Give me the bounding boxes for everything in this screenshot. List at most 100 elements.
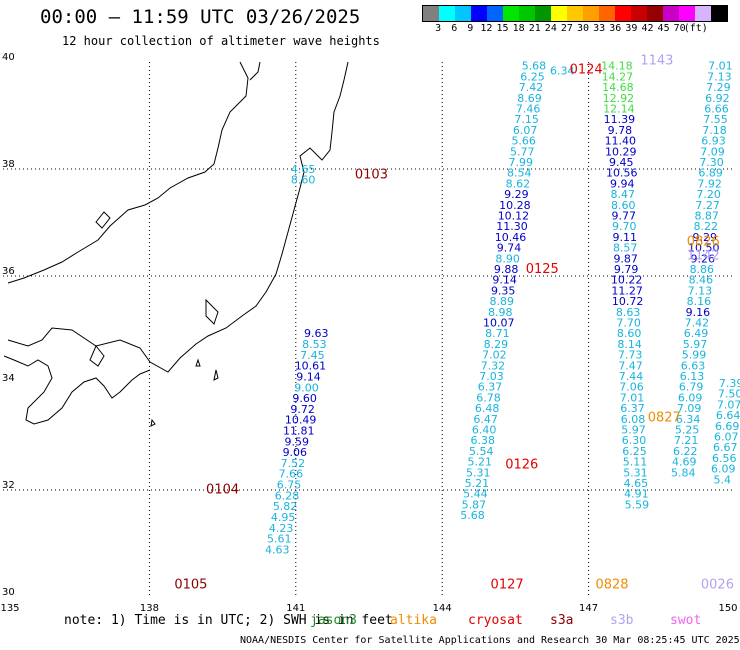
legend-swatch	[583, 6, 599, 21]
wave-height-value: 7.01	[620, 391, 645, 404]
legend-tick-label: 6	[451, 23, 458, 34]
satellite-legend-altika: altika	[390, 613, 437, 628]
wave-height-value: 9.11	[612, 231, 637, 244]
legend-tick-label: 42	[641, 23, 654, 34]
legend-swatch	[647, 6, 663, 21]
wave-height-value: 5.82	[273, 500, 298, 513]
latitude-label: 34	[2, 373, 15, 384]
wave-height-value: 5.25	[675, 424, 700, 437]
wave-height-value: 12.14	[603, 103, 635, 116]
wave-height-value: 9.63	[304, 327, 329, 340]
satellite-legend-s3a: s3a	[550, 613, 574, 628]
wave-height-value: 5.66	[511, 135, 536, 148]
wave-height-value: 7.92	[697, 177, 722, 190]
wave-height-value: 7.13	[688, 284, 713, 297]
wave-height-value: 10.49	[285, 414, 317, 427]
latitude-labels: 40 38 36 34 32 30	[2, 52, 15, 598]
wave-height-value: 7.01	[708, 60, 733, 73]
wave-height-value: 6.63	[681, 359, 706, 372]
wave-height-value: 14.68	[602, 81, 634, 94]
wave-height-value: 6.25	[622, 445, 647, 458]
wave-height-value: 9.72	[290, 403, 315, 416]
wave-height-value: 9.87	[613, 252, 638, 265]
legend-swatch	[455, 6, 471, 21]
pass-number-label: 1142	[687, 249, 720, 264]
wave-height-value: 12.92	[603, 92, 635, 105]
legend-swatch	[503, 6, 519, 21]
legend-tick-label: 70	[673, 23, 686, 34]
legend-swatch	[711, 6, 727, 21]
wave-height-value: 6.56	[712, 452, 737, 465]
wave-height-value: 8.47	[611, 188, 636, 201]
wave-height-value: 7.44	[619, 370, 644, 383]
wave-height-value: 7.45	[300, 349, 325, 362]
legend-swatch	[551, 6, 567, 21]
wave-height-value: 6.67	[713, 441, 738, 454]
wave-height-value: 7.07	[717, 398, 740, 411]
longitude-labels: 135 138 141 144 147 150	[0, 603, 737, 614]
wave-height-value: 6.09	[678, 391, 703, 404]
wave-height-value: 8.53	[302, 338, 327, 351]
longitude-label: 150	[718, 603, 737, 614]
wave-height-value: 5.31	[466, 466, 491, 479]
wave-height-value: 9.00	[294, 381, 319, 394]
pass-number-label: 0105	[174, 578, 207, 593]
pass-number-label: 0126	[505, 457, 538, 472]
wave-height-value: 5.61	[267, 533, 292, 546]
wave-height-value: 4.65	[624, 477, 649, 490]
wave-height-value: 6.38	[470, 434, 495, 447]
wave-height-value: 9.29	[692, 231, 717, 244]
wave-height-value: 6.09	[711, 463, 736, 476]
pass-number-label: 1143	[640, 53, 673, 68]
wave-height-value: 10.72	[612, 295, 644, 308]
wave-height-value: 5.21	[468, 456, 493, 469]
wave-height-value: 7.18	[702, 124, 727, 137]
wave-height-value: 6.66	[704, 103, 729, 116]
legend-swatches	[422, 5, 728, 22]
wave-height-value: 5.68	[522, 60, 547, 73]
legend-tick-label: 21	[528, 23, 541, 34]
wave-height-value: 8.60	[617, 327, 642, 340]
legend-swatch	[423, 6, 439, 21]
legend-tick-label: 45	[657, 23, 670, 34]
wave-height-value: 6.37	[620, 402, 645, 415]
legend-tick-label: 15	[496, 23, 509, 34]
wave-height-value: 9.06	[283, 446, 308, 459]
wave-height-value: 9.74	[497, 242, 522, 255]
satellite-legend-cryosat: cryosat	[468, 613, 523, 628]
wave-height-value: 9.26	[691, 252, 716, 265]
wave-height-value: 7.99	[509, 156, 534, 169]
legend-tick-label: 39	[625, 23, 638, 34]
wave-height-value: 6.40	[472, 424, 497, 437]
wave-height-value: 7.42	[685, 317, 710, 330]
legend-tick-label: 30	[577, 23, 590, 34]
wave-height-value: 7.15	[514, 113, 539, 126]
latitude-label: 38	[2, 159, 15, 170]
wave-height-value: 10.61	[295, 360, 327, 373]
legend-swatch	[535, 6, 551, 21]
wave-height-value: 7.70	[616, 317, 641, 330]
wave-height-value: 5.31	[623, 466, 648, 479]
wave-height-value: 7.29	[706, 81, 731, 94]
wave-height-value: 9.16	[686, 306, 711, 319]
legend-swatch	[695, 6, 711, 21]
wave-height-value: 6.08	[621, 413, 646, 426]
longitude-label: 141	[286, 603, 305, 614]
legend-ticks: 3 6 9 12 15 18 21 24 27 30 33 36 39 42 45 70 (ft)	[422, 22, 728, 36]
wave-height-value: 9.78	[608, 124, 633, 137]
wave-height-value: 7.27	[695, 199, 720, 212]
legend-tick-label: 18	[512, 23, 525, 34]
pass-number-label: 0104	[206, 482, 239, 497]
wave-height-value: 5.11	[623, 456, 648, 469]
wave-height-value: 6.78	[476, 391, 501, 404]
wave-height-value: 8.16	[687, 295, 712, 308]
wave-height-value: 6.48	[475, 402, 500, 415]
wave-height-value: 7.21	[674, 434, 699, 447]
wave-height-value: 5.97	[683, 338, 708, 351]
longitude-label: 147	[579, 603, 598, 614]
wave-height-value: 5.54	[469, 445, 494, 458]
wave-height-value: 5.59	[625, 498, 650, 511]
wave-height-value: 4.63	[265, 543, 290, 556]
wave-height-value: 9.14	[296, 370, 321, 383]
wave-height-value: 11.27	[611, 284, 643, 297]
